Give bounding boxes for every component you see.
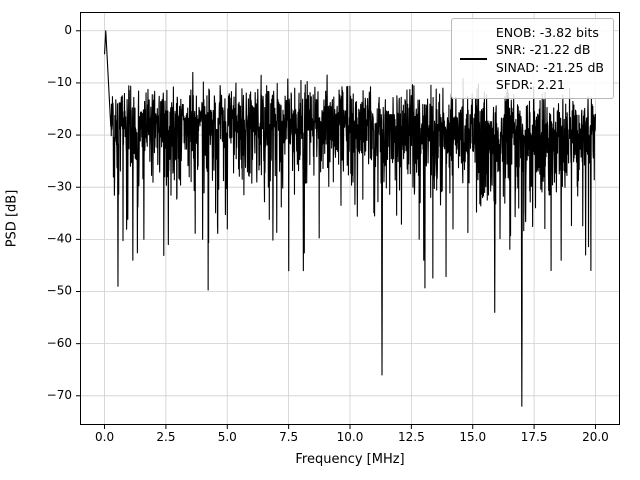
legend-line-sample-icon bbox=[459, 57, 487, 60]
legend-entry-enob: ENOB: -3.82 bits bbox=[495, 25, 599, 40]
legend-entry-snr: SNR: -21.22 dB bbox=[495, 42, 591, 58]
legend-entry-sinad: SINAD: -21.25 dB bbox=[495, 59, 604, 75]
legend-entry-sfdr: SFDR: 2.21 bbox=[495, 76, 565, 92]
y-axis-label: PSD [dB] bbox=[4, 189, 20, 248]
legend-entries: ENOB: -3.82 bits SNR: -21.22 dB SINAD: -… bbox=[496, 24, 604, 93]
x-axis-label: Frequency [MHz] bbox=[295, 452, 405, 467]
legend: ENOB: -3.82 bits SNR: -21.22 dB SINAD: -… bbox=[450, 18, 614, 99]
